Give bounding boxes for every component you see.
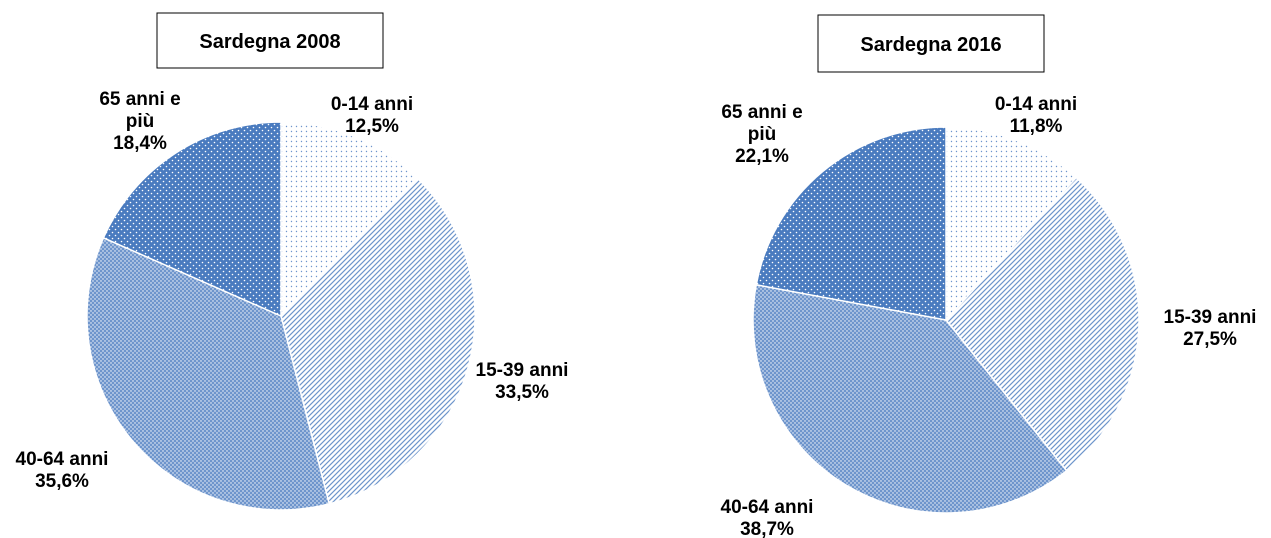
slice-category-text: 0-14 anni: [995, 94, 1077, 115]
slice-value-text: 27,5%: [1183, 329, 1237, 350]
slice-value-text: 18,4%: [113, 133, 167, 154]
slice-label-4: 65 anni e più 18,4%: [99, 89, 180, 154]
slice-label-1: 0-14 anni 11,8%: [995, 94, 1077, 137]
pie-slice-4: [755, 126, 947, 321]
slice-category-text: 40-64 anni: [721, 497, 814, 518]
slice-value-text: 35,6%: [35, 471, 89, 492]
pie-chart-2008: Sardegna 2008 0-14 anni 12,5% 15-39 anni 33…: [16, 12, 569, 511]
slice-value-text: 38,7%: [740, 519, 794, 538]
slice-category-text: più: [126, 111, 155, 132]
pie-slice-1: [945, 126, 1078, 322]
slice-label-2: 15-39 anni 27,5%: [1164, 307, 1257, 350]
slice-category-text: più: [748, 124, 777, 145]
pie-slice-3: [86, 236, 331, 511]
slice-value-text: 11,8%: [1010, 116, 1063, 137]
pie-labels-2008: 0-14 anni 12,5%15-39 anni 33,5%40-64 anni 3…: [16, 89, 569, 492]
pie-slice-3: [752, 283, 1068, 514]
slice-value-text: 22,1%: [735, 146, 789, 167]
pie-slice-1: [280, 121, 420, 318]
slice-category-text: 40-64 anni: [16, 449, 109, 470]
pie-slice-2: [945, 176, 1140, 472]
pie-slice-4: [102, 121, 282, 318]
slice-label-3: 40-64 anni 35,6%: [16, 449, 109, 492]
pie-slice-2: [280, 177, 476, 505]
pie-slices-2016: [752, 126, 1140, 514]
slice-value-text: 33,5%: [495, 382, 549, 403]
chart-title-2016: Sardegna 2016: [860, 34, 1001, 56]
slice-category-text: 15-39 anni: [476, 360, 569, 381]
slice-value-text: 12,5%: [345, 116, 399, 137]
title-box-2008: [156, 12, 384, 69]
slice-label-2: 15-39 anni 33,5%: [476, 360, 569, 403]
slice-category-text: 65 anni e: [721, 102, 802, 123]
slice-label-3: 40-64 anni 38,7%: [721, 497, 814, 538]
pie-labels-2016: 0-14 anni 11,8% 15-39 anni 27,5% 40-64 anni 3…: [721, 94, 1257, 538]
slice-category-text: 0-14 anni: [331, 94, 413, 115]
pie-slices-2008: [86, 121, 476, 511]
slice-label-1: 0-14 anni 12,5%: [331, 94, 413, 137]
title-box-2016: [817, 14, 1045, 73]
chart-title-2008: Sardegna 2008: [199, 31, 340, 53]
slice-category-text: 65 anni e: [99, 89, 180, 110]
slice-category-text: 15-39 anni: [1164, 307, 1257, 328]
pie-chart-2016: Sardegna 2016 0-14 anni 11,8% 15-39 anni 27…: [721, 14, 1257, 538]
slice-label-4: 65 anni e più 22,1%: [721, 102, 802, 167]
